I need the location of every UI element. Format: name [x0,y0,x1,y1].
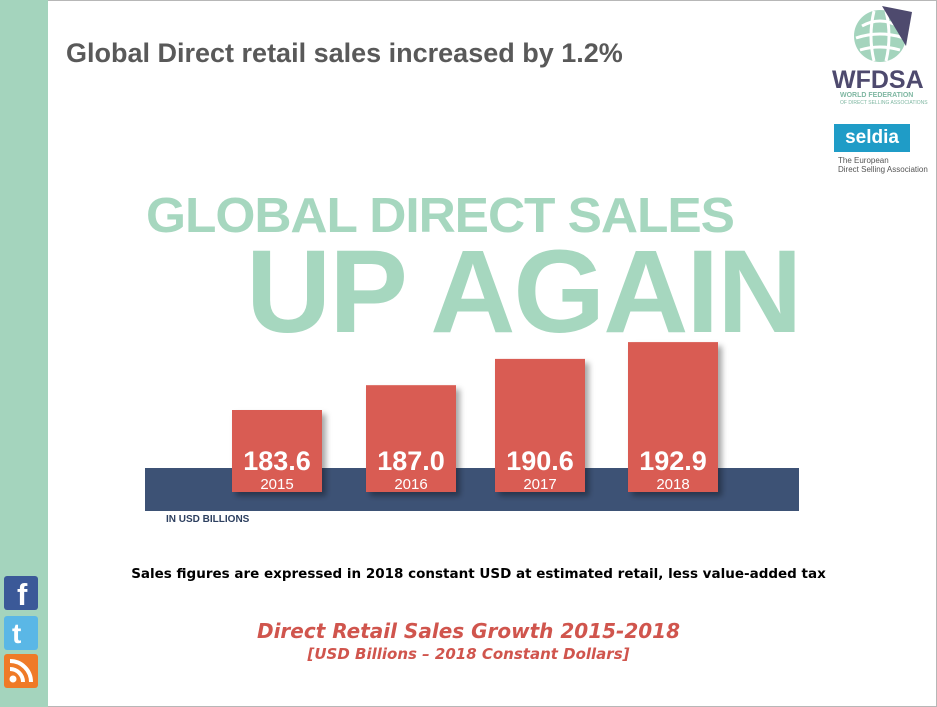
twitter-icon[interactable]: t [4,616,38,650]
footnote: Sales figures are expressed in 2018 cons… [131,566,826,582]
unit-label: IN USD BILLIONS [166,514,250,525]
bar-2016 [366,385,456,492]
headline-line-1: GLOBAL DIRECT SALES [146,189,735,243]
bar-2017 [495,358,585,492]
category-label-2015: 2015 [260,476,293,493]
category-label-2016: 2016 [394,476,427,493]
slide-title: Global Direct retail sales increased by … [66,38,623,68]
value-label-2015: 183.6 [243,446,311,476]
caption-title: Direct Retail Sales Growth 2015-2018 [256,619,681,643]
globe-icon [854,6,912,62]
bar-2015 [232,410,322,492]
seldia-subtitle-1: The European [838,156,889,165]
seldia-logo: seldia [834,124,910,152]
wfdsa-name: WFDSA [832,66,924,94]
bar-2018 [628,342,718,492]
category-label-2017: 2017 [523,476,556,493]
headline-line-2: UP AGAIN [246,226,802,358]
seldia-subtitle-2: Direct Selling Association [838,165,928,174]
wfdsa-subtitle-1: WORLD FEDERATION [840,92,914,99]
value-label-2016: 187.0 [377,446,445,476]
value-label-2018: 192.9 [639,446,707,476]
rss-icon[interactable] [4,654,38,688]
value-label-2017: 190.6 [506,446,574,476]
wfdsa-logo: WFDSA WORLD FEDERATION OF DIRECT SELLING… [830,6,934,106]
caption-subtitle: [USD Billions – 2018 Constant Dollars] [307,645,630,663]
category-label-2018: 2018 [656,476,689,493]
wfdsa-subtitle-2: OF DIRECT SELLING ASSOCIATIONS [840,100,928,106]
facebook-icon[interactable]: f [4,576,38,612]
